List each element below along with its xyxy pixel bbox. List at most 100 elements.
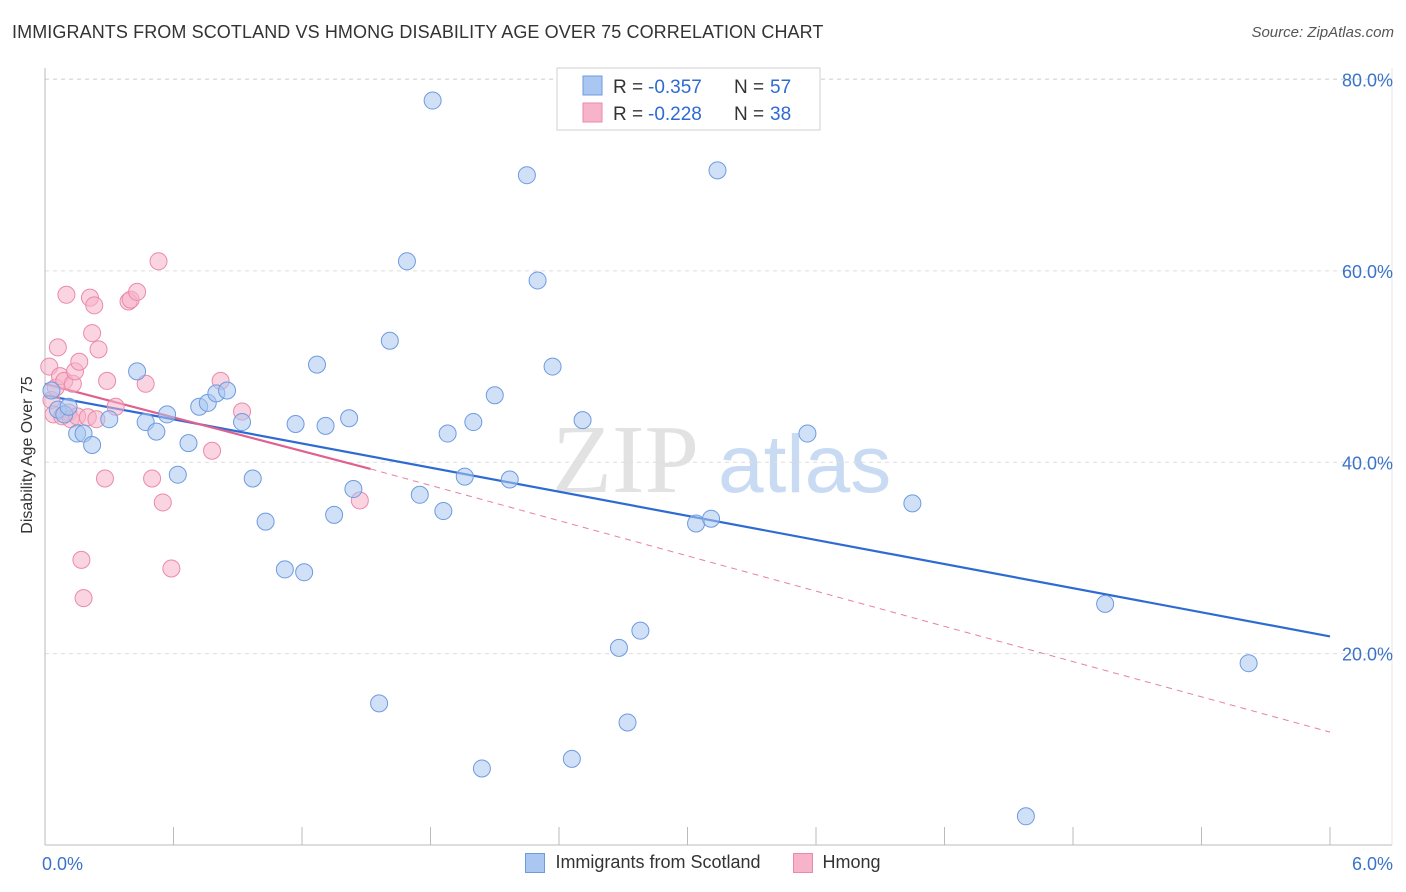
scotland-point [100,410,119,429]
scotland-point [316,416,335,435]
y-tick-label-40: 40.0% [1342,453,1393,473]
bottom-legend-label-scotland: Immigrants from Scotland [555,852,761,872]
scotland-point [798,424,817,443]
scotland-point [158,405,177,424]
scotland-point [618,713,637,732]
bottom-legend-swatch-hmong [792,852,813,873]
scotland-point [573,411,592,430]
scotland-point [370,694,389,713]
scotland-point [455,467,474,486]
scotland-point [128,362,147,381]
hmong-point [95,469,114,488]
y-tick-label-80: 80.0% [1342,71,1393,91]
hmong-point [98,371,117,390]
bottom-legend-swatch-scotland [525,852,546,873]
legend-n-value-hmong: 38 [770,104,791,125]
bottom-legend-item-scotland: Immigrants from Scotland [525,852,761,873]
scotland-point [1239,654,1258,673]
scotland-point [325,505,344,524]
scotland-point [59,397,78,416]
scotland-point [243,469,262,488]
scotland-point [472,759,491,778]
chart-title: IMMIGRANTS FROM SCOTLAND VS HMONG DISABI… [12,22,824,42]
scotland-point [168,465,187,484]
scotland-point [42,381,61,400]
legend-r-label-scotland: R = [613,77,643,98]
scotland-point [903,494,922,513]
bottom-legend: Immigrants from Scotland Hmong [0,852,1406,873]
hmong-point [57,285,76,304]
y-tick-label-20: 20.0% [1342,645,1393,665]
scotland-point [286,414,305,433]
hmong-point [153,493,172,512]
hmong-point [83,324,102,343]
hmong-point [70,352,89,371]
scotland-point [528,271,547,290]
x-tick-label-min: 0.0% [42,854,83,874]
scotland-point [233,413,252,432]
hmong-point [72,550,91,569]
hmong-point [136,374,155,393]
legend-n-value-scotland: 57 [770,77,791,98]
scotland-point [423,91,442,110]
scotland-point [218,381,237,400]
scotland-point [609,638,628,657]
scotland-point [543,357,562,376]
scotland-point [464,413,483,432]
scotland-point [434,502,453,521]
hmong-point [149,252,168,271]
axes [44,68,1393,846]
scotland-point [307,355,326,374]
scotland-point [340,409,359,428]
source-label: Source: ZipAtlas.com [1251,24,1394,41]
scotland-point [562,749,581,768]
scotland-point [702,509,721,528]
scotland-point [275,560,294,579]
x-tick-label-max: 6.0% [1352,854,1393,874]
scotland-point [147,422,166,441]
hmong-point [203,441,222,460]
scotland-point [1016,807,1035,826]
hmong-point [128,282,147,301]
legend-r-value-hmong: -0.228 [648,104,702,125]
scotland-point [410,485,429,504]
scotland-point [83,436,102,455]
scotland-point [380,331,399,350]
scotland-trend-line [44,394,1331,638]
scotland-point [517,166,536,185]
hmong-point [143,469,162,488]
hmong-trend-line [44,382,371,471]
legend-swatch-scotland [582,75,603,96]
legend-n-label-hmong: N = [734,104,764,125]
hmong-point [89,340,108,359]
scotland-points [42,91,1258,826]
legend-r-label-hmong: R = [613,104,643,125]
scotland-point [708,161,727,180]
scotland-point [500,470,519,489]
scotland-point [485,386,504,405]
hmong-point [162,559,181,578]
legend: R = -0.357 N = 57 R = -0.228 N = 38 [556,67,821,131]
hmong-trend-line-dashed [370,468,1331,733]
hmong-point [74,589,93,608]
hmong-point [48,338,67,357]
trend-lines [44,382,1331,733]
y-tick-label-60: 60.0% [1342,262,1393,282]
scotland-point [438,424,457,443]
legend-n-label-scotland: N = [734,77,764,98]
scotland-point [295,563,314,582]
scotland-point [687,514,706,533]
scotland-point [344,480,363,499]
hmong-point [85,296,104,315]
legend-r-value-scotland: -0.357 [648,77,702,98]
scotland-point [179,434,198,453]
scotland-point [397,252,416,271]
legend-swatch-hmong [582,102,603,123]
scotland-point [1096,594,1115,613]
bottom-legend-item-hmong: Hmong [792,852,881,873]
tick-labels: 20.0% 40.0% 60.0% 80.0% 0.0% 6.0% [42,71,1393,875]
scotland-point [256,512,275,531]
scotland-point [631,621,650,640]
bottom-legend-label-hmong: Hmong [822,852,881,872]
